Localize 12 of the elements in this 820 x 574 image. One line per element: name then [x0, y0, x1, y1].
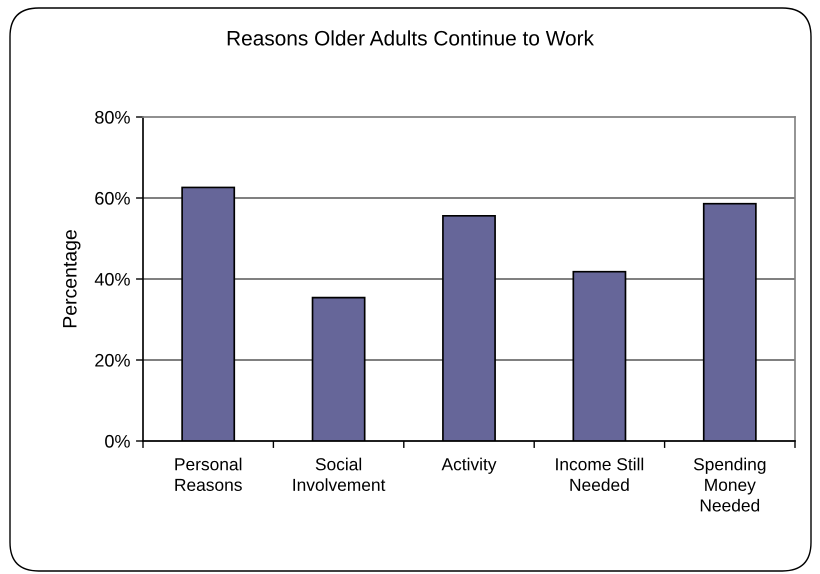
y-tick-label: 60%: [95, 192, 130, 205]
y-tick-label: 20%: [95, 354, 130, 367]
x-tick-label: Spending Money Needed: [694, 458, 766, 512]
y-axis-title: Percentage: [63, 230, 80, 328]
y-tick-label: 40%: [94, 272, 130, 286]
x-tick-label: Social Involvement: [293, 458, 386, 492]
x-tick-label: Income Still Needed: [556, 458, 644, 492]
y-tick-label: 0%: [105, 434, 130, 448]
x-tick-label: Activity: [442, 458, 496, 474]
x-tick-label: Personal Reasons: [175, 458, 242, 492]
y-tick-label: 80%: [95, 110, 130, 124]
chart-title: Reasons Older Adults Continue to Work: [228, 30, 594, 46]
